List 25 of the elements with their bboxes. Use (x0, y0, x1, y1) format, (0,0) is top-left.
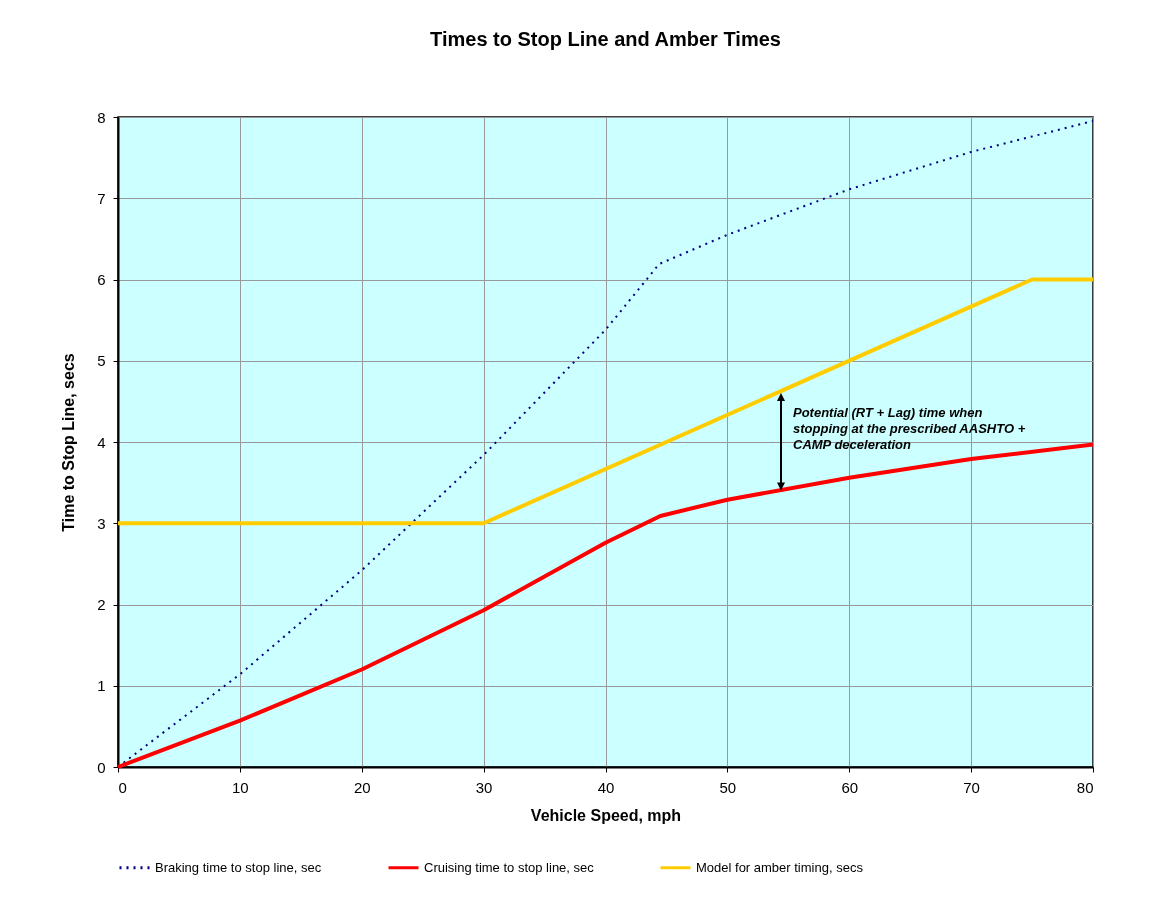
legend-label: Model for amber timing, secs (696, 859, 864, 875)
y-tick-label: 7 (97, 189, 106, 207)
x-tick-label: 10 (232, 778, 249, 796)
y-tick-label: 3 (97, 514, 106, 532)
x-tick-label: 20 (353, 778, 371, 796)
x-tick-label: 0 (118, 778, 127, 796)
y-tick-label: 5 (97, 352, 106, 370)
x-tick-label: 70 (963, 778, 980, 796)
y-tick-label: 1 (97, 677, 106, 695)
legend-label: Braking time to stop line, sec (155, 859, 322, 875)
x-tick-label: 60 (841, 778, 859, 796)
y-axis-title: Time to Stop Line, secs (60, 353, 78, 532)
annotation: Potential (RT + Lag) time when stopping at the prescribed AASHTO + CAMP deceleration (793, 405, 1027, 453)
y-tick-label: 4 (97, 433, 106, 451)
y-tick-label: 6 (97, 271, 106, 288)
x-tick-label: 50 (719, 778, 737, 796)
y-tick-label: 2 (97, 596, 106, 613)
x-axis-title: Vehicle Speed, mph (530, 806, 682, 824)
chart-title: Times to Stop Line and Amber Times (430, 28, 781, 50)
y-tick-label: 0 (97, 758, 106, 776)
x-tick-label: 80 (1076, 778, 1094, 796)
x-tick-label: 30 (475, 778, 493, 796)
y-tick-label: 8 (97, 108, 106, 126)
legend-label: Cruising time to stop line, sec (424, 859, 595, 875)
x-tick-label: 40 (597, 778, 615, 796)
